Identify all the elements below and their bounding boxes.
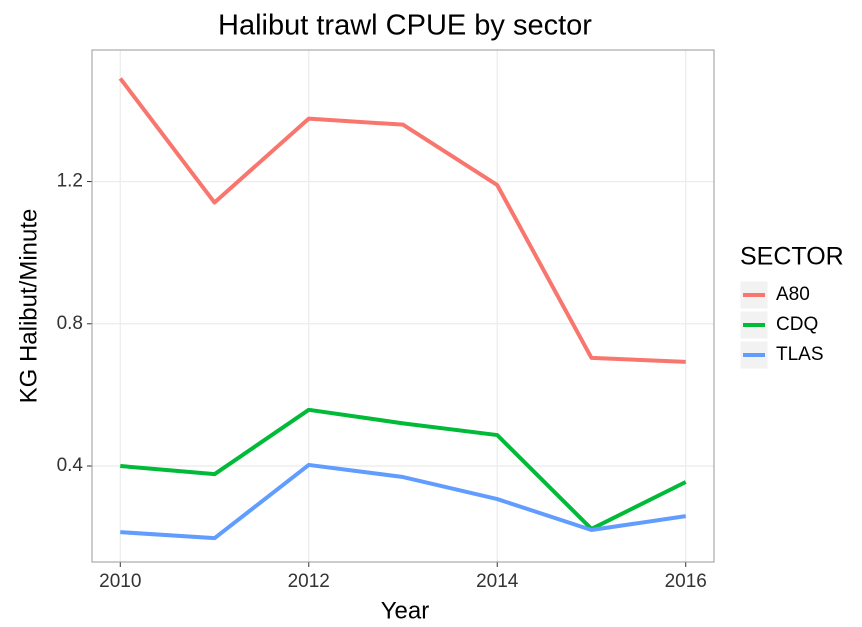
legend-label: CDQ <box>776 314 818 335</box>
y-axis-title: KG Halibut/Minute <box>15 209 42 404</box>
y-tick-label: 0.8 <box>57 313 83 334</box>
y-tick-label: 0.4 <box>57 455 84 476</box>
legend-label: TLAS <box>776 344 824 365</box>
x-tick-label: 2010 <box>99 571 141 592</box>
panel-border <box>91 49 715 563</box>
data-line <box>118 77 686 364</box>
data-line <box>120 462 687 541</box>
x-tick-label: 2014 <box>476 571 519 592</box>
legend-title: SECTOR <box>740 243 844 271</box>
legend-label: A80 <box>776 284 810 305</box>
y-tick-label: 1.2 <box>57 171 83 192</box>
x-axis-title: Year <box>381 597 430 624</box>
chart-title: Halibut trawl CPUE by sector <box>218 10 592 42</box>
x-tick-label: 2012 <box>288 571 330 592</box>
x-tick-label: 2016 <box>665 571 707 592</box>
